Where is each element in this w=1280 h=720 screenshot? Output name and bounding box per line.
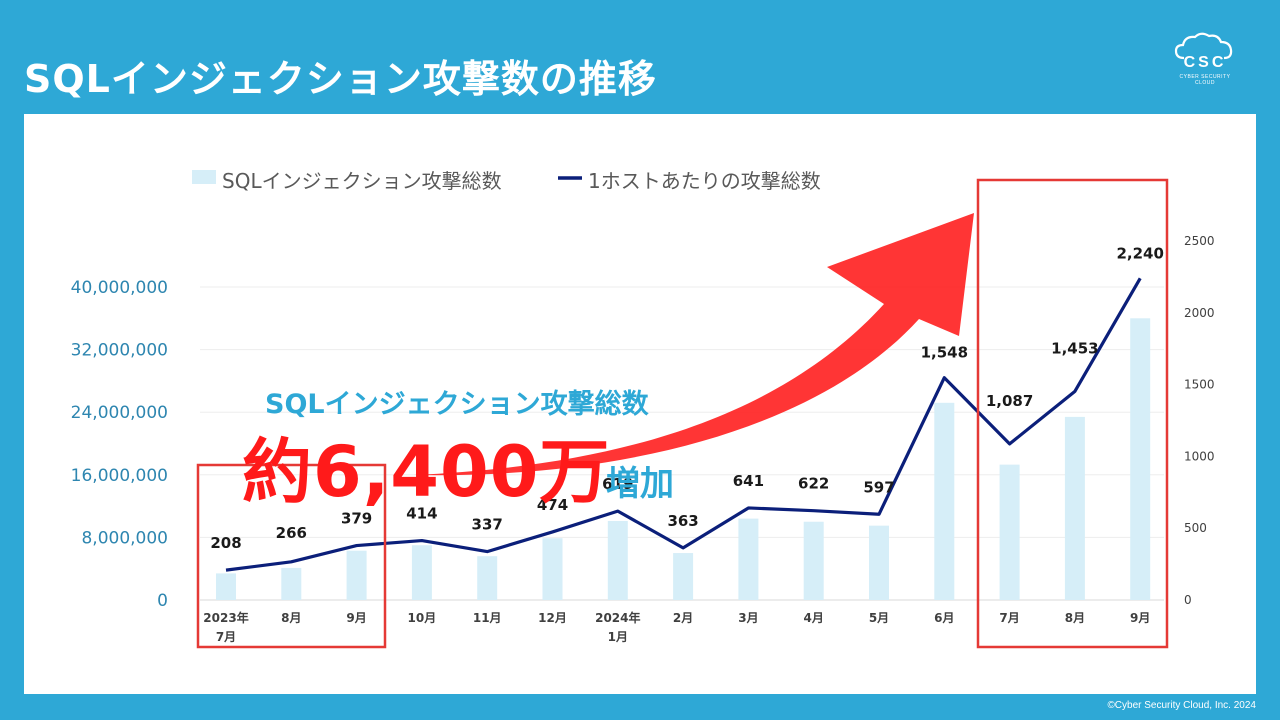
bar (738, 518, 759, 600)
bar (542, 538, 563, 600)
bar (869, 525, 889, 600)
annotation-suffix: 増加 (606, 464, 674, 504)
data-label: 1,087 (986, 392, 1033, 410)
y-right-tick: 0 (1184, 593, 1192, 607)
highlight-box-end (976, 178, 1169, 649)
x-tick-label: 4月 (804, 611, 824, 625)
x-tick-label: 3月 (738, 611, 758, 625)
bar (673, 553, 694, 600)
annotation-label: SQLインジェクション攻撃総数 (265, 389, 649, 420)
x-tick-label: 6月 (934, 611, 954, 625)
y-left-tick: 8,000,000 (81, 528, 168, 548)
highlight-box-start (196, 463, 387, 649)
data-label: 474 (537, 496, 568, 514)
bar (607, 520, 628, 600)
y-right-tick: 2500 (1184, 234, 1215, 248)
y-left-tick: 40,000,000 (71, 278, 168, 298)
x-tick-label: 9月 (1130, 611, 1150, 625)
data-label: 2,240 (1116, 244, 1163, 262)
x-tick-label: 1月 (608, 630, 628, 644)
copyright: ©Cyber Security Cloud, Inc. 2024 (1107, 700, 1256, 711)
y-left-tick: 24,000,000 (71, 403, 168, 423)
x-tick-label: 10月 (408, 611, 437, 625)
trend-arrow (414, 213, 974, 476)
x-tick-label: 5月 (869, 611, 889, 625)
data-label: 363 (667, 512, 698, 530)
data-label: 619 (602, 475, 633, 493)
bar (346, 550, 367, 600)
bar (1064, 416, 1085, 600)
legend-swatch-bar (192, 170, 216, 184)
data-label: 337 (472, 516, 503, 534)
data-label: 208 (210, 534, 241, 552)
x-tick-label: 2024年 (595, 610, 640, 625)
bar (934, 402, 955, 600)
data-label: 622 (798, 475, 829, 493)
logo-text: CSC (1183, 54, 1227, 71)
data-label: 597 (863, 478, 894, 496)
cloud-icon (1174, 32, 1233, 60)
data-label: 1,453 (1051, 339, 1098, 357)
y-right-tick: 500 (1184, 521, 1207, 535)
chart-panel: 0 8,000,000 16,000,000 24,000,000 32,000,000… (24, 114, 1256, 694)
y-right-tick: 1000 (1184, 449, 1215, 463)
bar (477, 556, 498, 600)
logo-subtext: CYBER SECURITY CLOUD (1179, 74, 1231, 86)
x-tick-label: 8月 (1065, 611, 1085, 625)
company-logo: CSC CYBER SECURITY CLOUD (1170, 32, 1240, 86)
x-tick-label: 2月 (673, 611, 693, 625)
y-right-tick: 2000 (1184, 306, 1215, 320)
bar (411, 545, 432, 600)
data-label: 414 (406, 505, 437, 523)
x-tick-label: 12月 (538, 611, 567, 625)
y-left-tick: 0 (157, 591, 168, 611)
x-tick-label: 8月 (281, 611, 301, 625)
data-label: 266 (276, 524, 307, 542)
data-label: 641 (733, 472, 764, 490)
x-tick-label: 7月 (216, 630, 236, 644)
bar (281, 567, 302, 600)
x-tick-label: 2023年 (203, 610, 248, 625)
legend-label-line: 1ホストあたりの攻撃総数 (588, 169, 821, 193)
bar (803, 521, 824, 600)
data-label: 1,548 (921, 344, 968, 362)
y-right-tick: 1500 (1184, 378, 1215, 392)
x-tick-label: 9月 (346, 611, 366, 625)
x-tick-label: 11月 (473, 611, 502, 625)
combo-chart: 0 8,000,000 16,000,000 24,000,000 32,000,000… (71, 169, 1215, 649)
x-tick-label: 7月 (999, 611, 1019, 625)
y-left-tick: 32,000,000 (71, 341, 168, 361)
data-label: 379 (341, 510, 372, 528)
bar (999, 464, 1020, 600)
annotation-value: 約6,400万 (242, 431, 611, 513)
y-left-tick: 16,000,000 (71, 466, 168, 486)
page-title: SQLインジェクション攻撃数の推移 (24, 57, 657, 101)
bar (1130, 318, 1151, 600)
bar (216, 573, 236, 600)
legend-label-bar: SQLインジェクション攻撃総数 (222, 169, 502, 193)
series-line (225, 277, 1142, 572)
